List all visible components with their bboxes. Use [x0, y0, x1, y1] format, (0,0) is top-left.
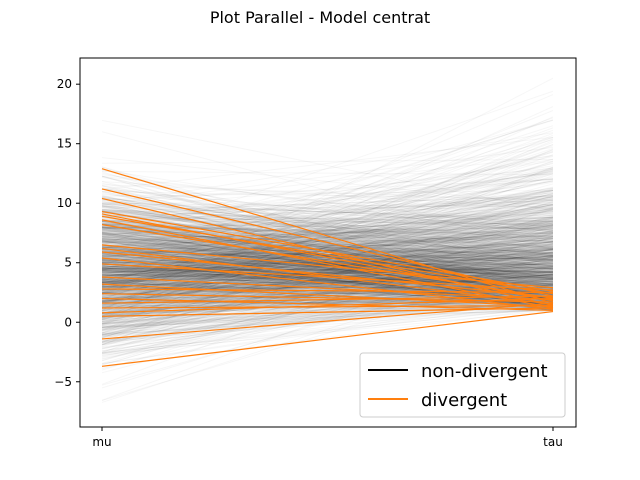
legend-label-divergent: divergent: [421, 390, 507, 411]
legend-label-non-divergent: non-divergent: [421, 361, 548, 382]
y-axis: −5 0 5 10 15 20: [54, 77, 80, 389]
y-tick-label: 5: [64, 256, 72, 270]
chart-title: Plot Parallel - Model centrat: [210, 8, 430, 27]
plot-area: [101, 168, 554, 367]
y-tick-label: 10: [57, 196, 72, 210]
y-tick-label: −5: [54, 375, 72, 389]
divergent-line: [101, 302, 554, 340]
divergent-line: [101, 288, 554, 294]
axes-frame: [79, 57, 577, 428]
y-tick-label: 0: [64, 315, 72, 329]
divergent-line: [101, 276, 554, 301]
x-tick-label-tau: tau: [543, 435, 563, 449]
divergent-line: [101, 283, 554, 308]
divergent-line: [101, 251, 554, 298]
divergent-line: [101, 219, 554, 309]
x-tick-label-mu: mu: [92, 435, 111, 449]
divergent-line: [101, 304, 554, 309]
divergent-line: [101, 310, 554, 367]
y-tick-label: 15: [57, 137, 72, 151]
legend: non-divergent divergent: [359, 352, 566, 418]
y-tick-label: 20: [57, 77, 72, 91]
divergent-line: [101, 244, 554, 289]
divergent-line: [101, 210, 554, 292]
divergent-line: [101, 295, 554, 304]
divergent-line: [101, 297, 554, 311]
legend-box: [359, 352, 566, 418]
x-axis: mu tau: [92, 427, 563, 449]
divergent-line: [101, 263, 554, 291]
divergent-lines: [101, 168, 554, 367]
divergent-line: [101, 297, 554, 314]
